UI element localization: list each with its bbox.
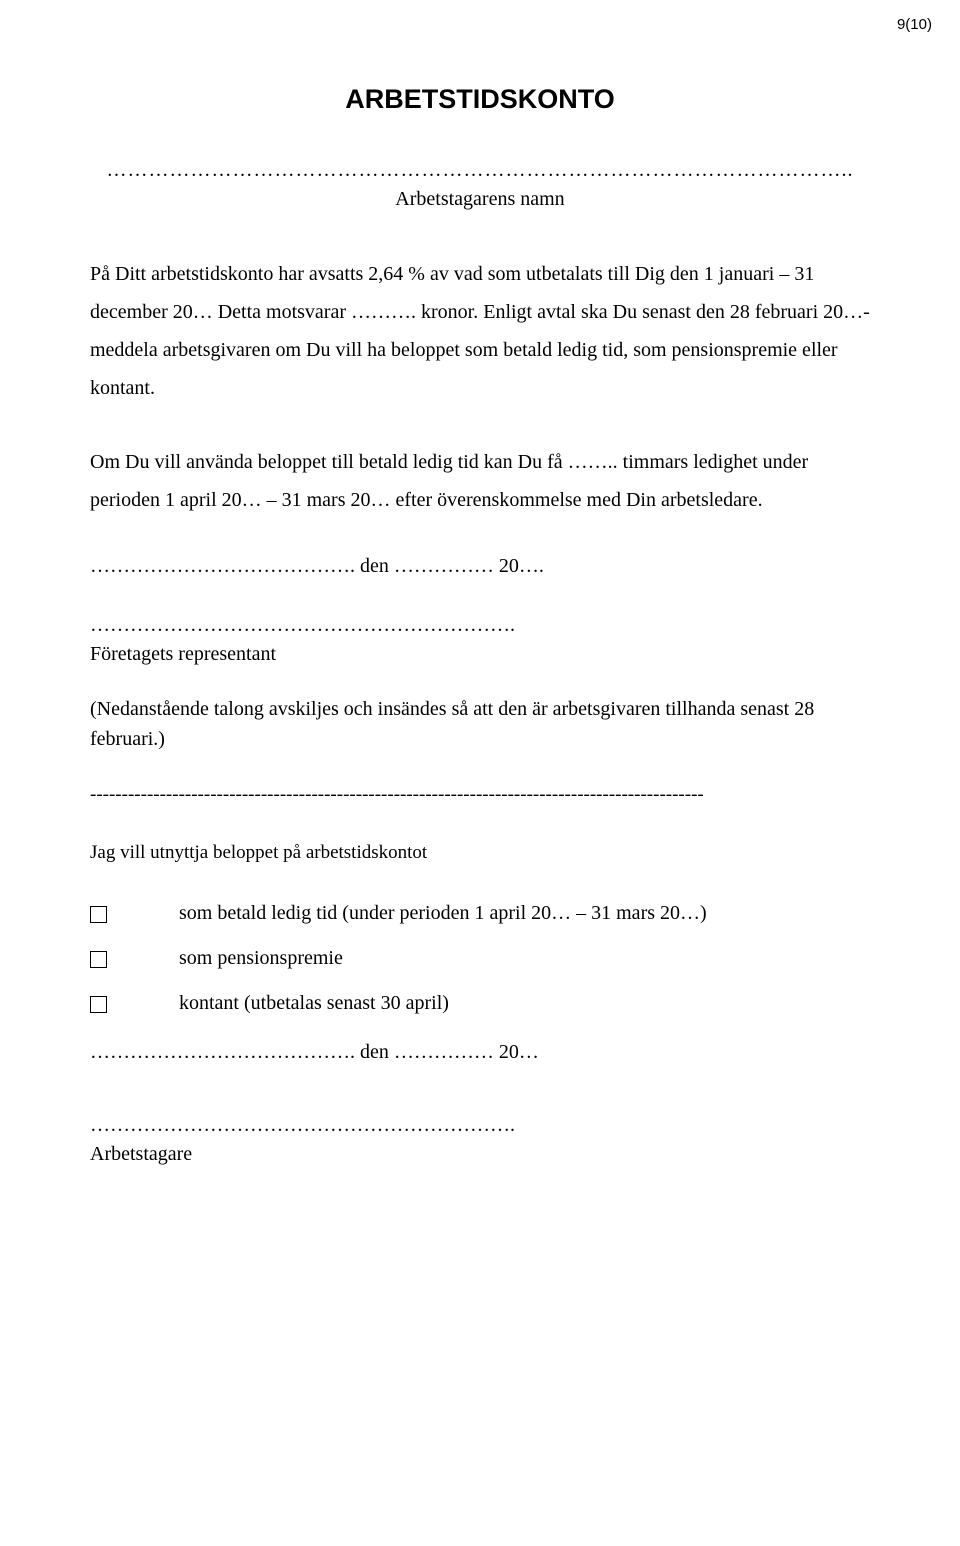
page-number: 9(10) [897,16,932,33]
cut-separator: ----------------------------------------… [90,784,870,806]
body-paragraph-2-text: Om Du vill använda beloppet till betald … [90,451,808,511]
checkbox-icon[interactable] [90,906,107,923]
option-row-3: kontant (utbetalas senast 30 april) [90,992,870,1015]
body-paragraph-1: På Ditt arbetstidskonto har avsatts 2,64… [90,255,870,407]
signature-label: Arbetstagare [90,1143,870,1166]
date-place-line: …………………………………. den …………… 20…. [90,555,870,578]
option-1-label: som betald ledig tid (under perioden 1 a… [179,902,707,925]
date-place-line-2: …………………………………. den …………… 20… [90,1041,870,1064]
representative-dotted-line: ………………………………………………………. [90,614,870,637]
body-paragraph-2: Om Du vill använda beloppet till betald … [90,443,870,519]
signature-dotted-line: ………………………………………………………. [90,1114,870,1137]
option-row-2: som pensionspremie [90,947,870,970]
option-row-1: som betald ledig tid (under perioden 1 a… [90,902,870,925]
option-2-label: som pensionspremie [179,947,343,970]
body-paragraph-1-text: På Ditt arbetstidskonto har avsatts 2,64… [90,263,870,399]
checkbox-icon[interactable] [90,996,107,1013]
subheading: Jag vill utnyttja beloppet på arbetstids… [90,842,870,864]
name-dotted-line: …………………………………………………………………………………………….. [90,159,870,182]
page-title: ARBETSTIDSKONTO [90,84,870,115]
checkbox-icon[interactable] [90,951,107,968]
talong-note: (Nedanstående talong avskiljes och insän… [90,694,870,754]
option-3-label: kontant (utbetalas senast 30 april) [179,992,449,1015]
name-label: Arbetstagarens namn [90,188,870,211]
representative-label: Företagets representant [90,643,870,666]
